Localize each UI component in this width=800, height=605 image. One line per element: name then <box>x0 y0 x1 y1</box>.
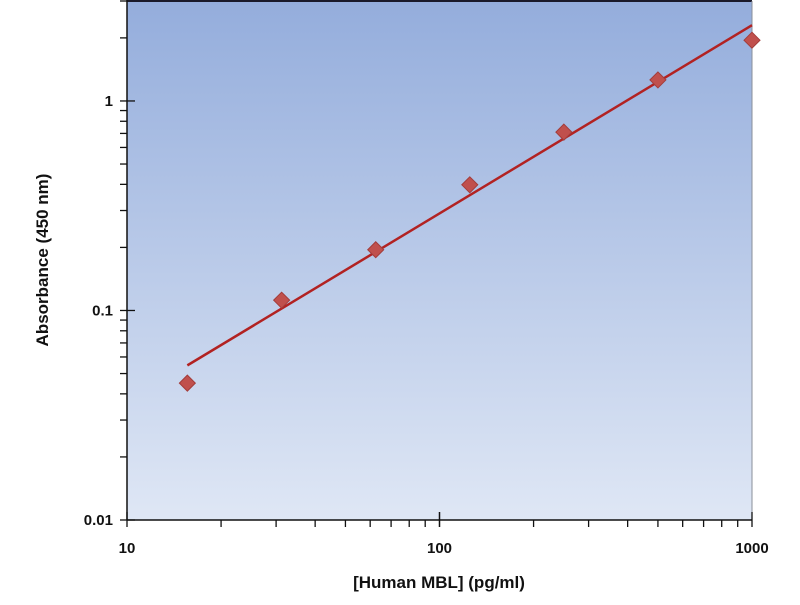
data-point <box>649 71 667 89</box>
axis-ticks <box>120 0 753 527</box>
data-marks <box>178 24 761 392</box>
tick-labels: 10 100 1000 0.01 0.1 1 <box>84 93 769 557</box>
y-tick-label: 1 <box>105 93 113 110</box>
x-tick-label: 1000 <box>735 540 768 557</box>
x-tick-label: 100 <box>427 540 452 557</box>
y-axis-label: Absorbance (450 nm) <box>33 174 52 347</box>
x-axis-label: [Human MBL] (pg/ml) <box>353 573 525 592</box>
data-point <box>178 374 197 392</box>
data-point <box>272 291 291 309</box>
data-point <box>461 176 479 194</box>
data-point <box>555 123 573 141</box>
y-tick-label: 0.01 <box>84 512 113 529</box>
data-point <box>743 31 761 49</box>
x-tick-label: 10 <box>119 540 136 557</box>
y-tick-label: 0.1 <box>92 302 113 319</box>
data-point <box>367 241 385 259</box>
